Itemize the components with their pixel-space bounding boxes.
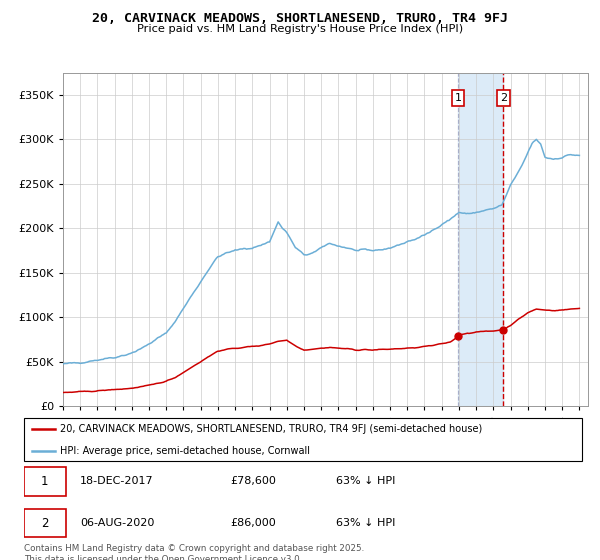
- Text: 2: 2: [500, 93, 507, 103]
- Text: £78,600: £78,600: [230, 477, 277, 487]
- Text: HPI: Average price, semi-detached house, Cornwall: HPI: Average price, semi-detached house,…: [60, 446, 310, 456]
- Text: 20, CARVINACK MEADOWS, SHORTLANESEND, TRURO, TR4 9FJ: 20, CARVINACK MEADOWS, SHORTLANESEND, TR…: [92, 12, 508, 25]
- Text: £86,000: £86,000: [230, 518, 276, 528]
- FancyBboxPatch shape: [24, 418, 582, 461]
- Text: 18-DEC-2017: 18-DEC-2017: [80, 477, 154, 487]
- Bar: [458, 73, 503, 406]
- FancyBboxPatch shape: [24, 467, 66, 496]
- Text: 1: 1: [455, 93, 462, 103]
- Text: 1: 1: [41, 475, 49, 488]
- Text: 2: 2: [41, 516, 49, 530]
- Text: 63% ↓ HPI: 63% ↓ HPI: [337, 518, 396, 528]
- Text: Price paid vs. HM Land Registry's House Price Index (HPI): Price paid vs. HM Land Registry's House …: [137, 24, 463, 34]
- FancyBboxPatch shape: [24, 508, 66, 538]
- Text: 63% ↓ HPI: 63% ↓ HPI: [337, 477, 396, 487]
- Text: 06-AUG-2020: 06-AUG-2020: [80, 518, 154, 528]
- Text: Contains HM Land Registry data © Crown copyright and database right 2025.
This d: Contains HM Land Registry data © Crown c…: [24, 544, 364, 560]
- Text: 20, CARVINACK MEADOWS, SHORTLANESEND, TRURO, TR4 9FJ (semi-detached house): 20, CARVINACK MEADOWS, SHORTLANESEND, TR…: [60, 424, 482, 435]
